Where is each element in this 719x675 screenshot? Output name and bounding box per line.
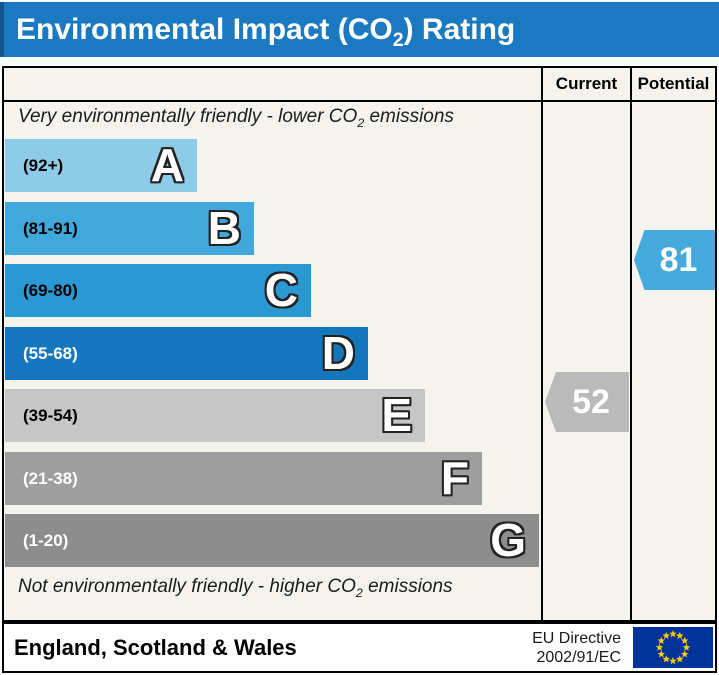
eu-directive-label: EU Directive 2002/91/EC [532, 630, 621, 666]
band-letter: E [381, 389, 412, 441]
band-range: (39-54) [23, 406, 78, 425]
column-divider-potential [630, 68, 632, 620]
title-text-end: ) Rating [403, 13, 516, 46]
current-rating-value: 52 [572, 383, 610, 421]
band-row-b: (81-91) B [5, 202, 254, 255]
page-title: Environmental Impact (CO2) Rating [0, 2, 719, 57]
band-range: (69-80) [23, 281, 78, 300]
potential-rating-value: 81 [659, 241, 698, 279]
footer: England, Scotland & Wales EU Directive 2… [2, 622, 717, 673]
band-range: (21-38) [23, 469, 78, 488]
title-text: Environmental Impact (CO [16, 13, 393, 46]
column-divider-current [541, 68, 543, 620]
rating-table: Current Potential Very environmentally f… [2, 66, 717, 622]
title-subscript: 2 [392, 29, 404, 51]
header-divider [4, 100, 715, 102]
band-range: (92+) [23, 156, 64, 175]
band-letter: B [207, 202, 241, 254]
column-header-current: Current [555, 74, 618, 93]
potential-rating-arrow: 81 [634, 230, 715, 290]
top-note: Very environmentally friendly - lower CO… [18, 106, 454, 130]
current-rating-arrow: 52 [545, 372, 629, 432]
bottom-note: Not environmentally friendly - higher CO… [18, 576, 453, 600]
band-row-g: (1-20) G [5, 514, 539, 567]
band-row-e: (39-54) E [5, 389, 425, 442]
band-letter: A [150, 139, 184, 191]
band-range: (55-68) [23, 344, 78, 363]
band-row-d: (55-68) D [5, 327, 368, 380]
region-label: England, Scotland & Wales [14, 635, 297, 660]
band-row-f: (21-38) F [5, 452, 482, 505]
band-row-c: (69-80) C [5, 264, 311, 317]
band-row-a: (92+) A [5, 139, 197, 192]
band-range: (1-20) [23, 531, 69, 550]
band-letter: F [440, 452, 469, 504]
band-letter: C [264, 264, 298, 316]
eu-flag-icon [633, 627, 713, 668]
band-letter: D [321, 327, 355, 379]
band-letter: G [490, 514, 526, 566]
column-header-potential: Potential [637, 74, 710, 93]
band-range: (81-91) [23, 219, 78, 238]
